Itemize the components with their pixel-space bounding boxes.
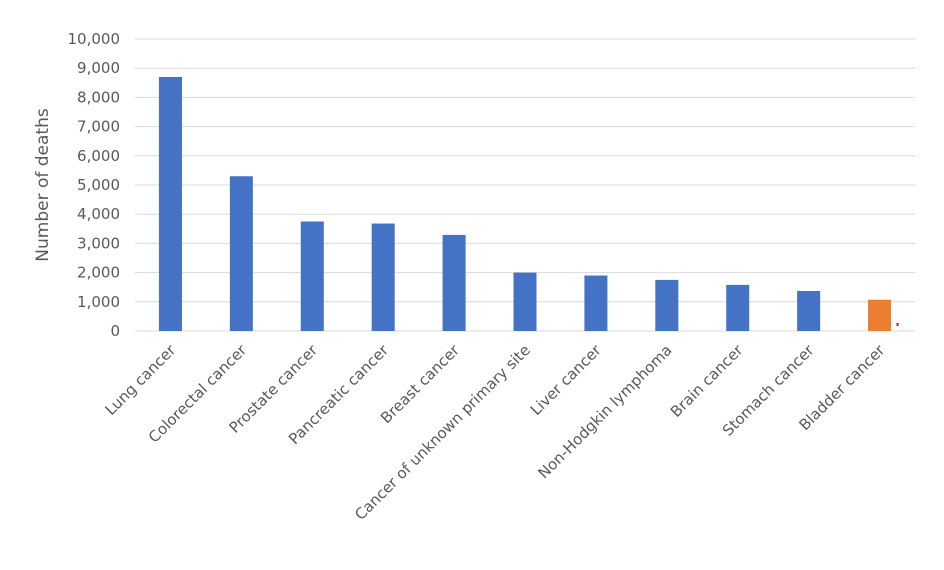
bar bbox=[371, 223, 395, 331]
gridlines bbox=[135, 38, 915, 332]
y-axis-tick-labels: 0 1,000 2,000 3,000 4,000 5,000 6,000 7,000 8,00… bbox=[68, 30, 121, 340]
bars bbox=[158, 76, 899, 332]
y-tick-label: 5,000 bbox=[77, 176, 120, 194]
y-tick-label: 7,000 bbox=[77, 118, 120, 136]
bar bbox=[442, 234, 466, 331]
y-tick-label: 8,000 bbox=[77, 88, 120, 106]
red-marker bbox=[896, 323, 899, 326]
bar bbox=[797, 290, 821, 331]
y-tick-label: 0 bbox=[110, 322, 120, 340]
y-tick-label: 1,000 bbox=[77, 293, 120, 311]
y-axis-title: Number of deaths bbox=[33, 108, 53, 262]
bar bbox=[513, 272, 537, 331]
x-category-label: Liver cancer bbox=[527, 341, 605, 419]
bar bbox=[868, 299, 892, 331]
bar bbox=[726, 284, 750, 331]
x-category-label: Lung cancer bbox=[102, 341, 180, 419]
bar bbox=[229, 176, 253, 331]
y-tick-label: 6,000 bbox=[77, 147, 120, 165]
bar bbox=[584, 275, 608, 331]
bar bbox=[300, 221, 324, 331]
y-tick-label: 2,000 bbox=[77, 264, 120, 282]
y-tick-label: 3,000 bbox=[77, 234, 120, 252]
bar bbox=[158, 76, 182, 332]
y-tick-label: 4,000 bbox=[77, 205, 120, 223]
x-category-label: Non-Hodgkin lymphoma bbox=[534, 341, 675, 482]
bar bbox=[655, 279, 679, 331]
x-category-label: Brain cancer bbox=[667, 341, 747, 421]
y-tick-label: 9,000 bbox=[77, 59, 120, 77]
y-tick-label: 10,000 bbox=[68, 30, 121, 48]
